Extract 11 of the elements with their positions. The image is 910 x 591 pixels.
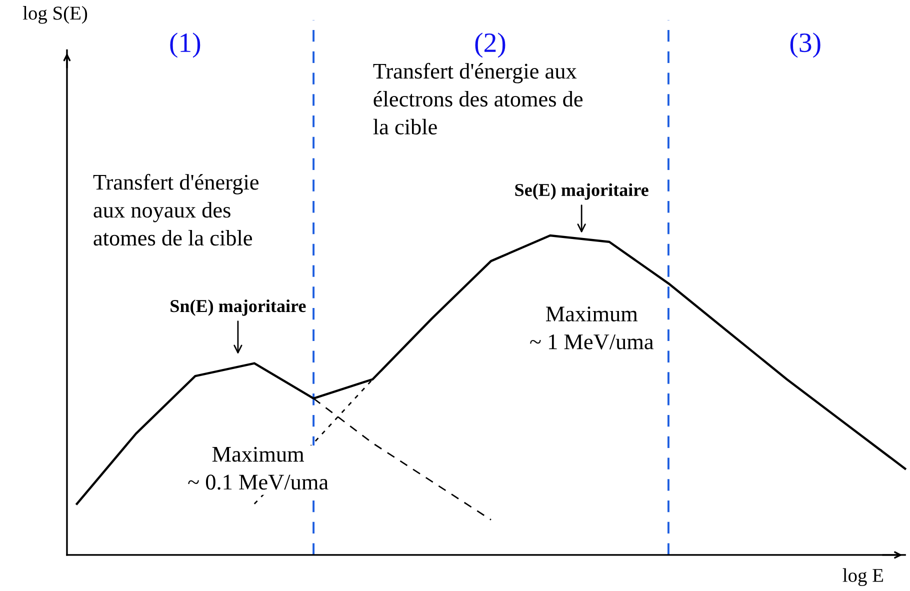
annotation: Maximum ~ 0.1 MeV/uma [188, 446, 328, 490]
text: Transfert d'énergie aux électrons des atomes de la cible [373, 62, 583, 135]
text: (3) [790, 32, 820, 58]
annotation: Maximum ~ 1 MeV/uma [530, 306, 654, 350]
text: Se(E) majoritaire [515, 183, 648, 200]
annotation: Transfert d'énergie aux noyaux des atomes de la cible [93, 174, 259, 246]
text: (2) [475, 32, 506, 58]
text: (1) [170, 32, 200, 58]
text: log S(E) [22, 6, 88, 24]
annotation: Sn(E) majoritaire [170, 299, 306, 316]
x-axis-title: log E [842, 568, 884, 586]
